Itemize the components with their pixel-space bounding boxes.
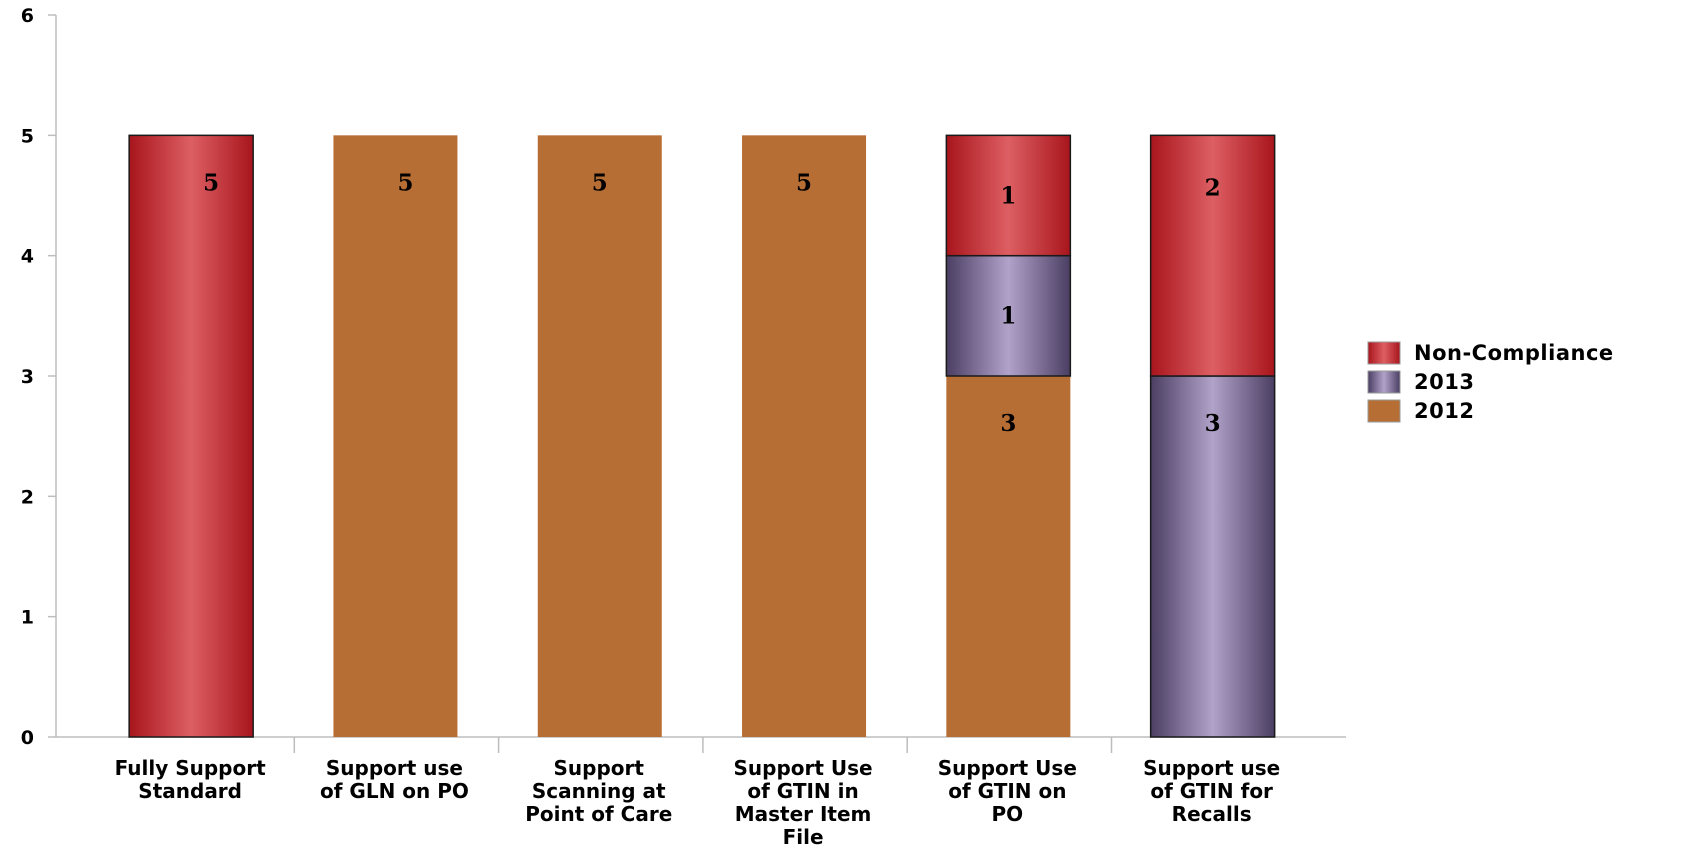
data-label: 1 (1000, 182, 1016, 209)
category-labels: Fully Support Standard Support use of GLN o… (115, 756, 1281, 845)
axes: 0 1 2 3 4 5 6 (21, 5, 1346, 753)
bar-segment-2012 (537, 135, 662, 738)
y-tick-label: 3 (21, 366, 34, 388)
legend: Non-Compliance 2013 2012 (1367, 341, 1614, 423)
bar-segment-non-compliance (128, 134, 254, 738)
y-tick-label: 1 (21, 607, 34, 629)
y-tick-label: 6 (21, 5, 34, 27)
data-labels: 5 5 5 5 3 1 1 3 2 (203, 169, 1221, 437)
data-label: 5 (592, 169, 608, 196)
legend-swatch-2012 (1367, 399, 1401, 423)
data-label: 3 (1000, 410, 1016, 437)
data-label: 5 (203, 169, 219, 196)
data-label: 5 (397, 169, 413, 196)
category-label: Support Use of GTIN in Master Item File (733, 756, 872, 845)
category-label: Support Use of GTIN on PO (938, 756, 1077, 826)
bar-segment-non-compliance (945, 134, 1072, 257)
bars (128, 134, 1276, 738)
y-tick-label: 5 (21, 125, 34, 147)
data-label: 2 (1205, 174, 1221, 201)
y-tick-label: 2 (21, 486, 34, 508)
category-label: Support use of GLN on PO (320, 756, 469, 803)
bar-segment-2013 (945, 254, 1072, 377)
legend-swatch-2013 (1367, 370, 1401, 394)
data-label: 3 (1205, 410, 1221, 437)
category-label: Fully Support Standard (115, 756, 266, 803)
legend-label: Non-Compliance (1414, 341, 1614, 365)
category-label: Support Scanning at Point of Care (525, 756, 672, 826)
bar-segment-2012 (946, 376, 1071, 737)
legend-label: 2013 (1414, 370, 1474, 394)
bar-segment-2012 (333, 135, 458, 738)
bar-segment-2012 (742, 135, 867, 738)
bar-segment-non-compliance (1149, 134, 1276, 377)
bar-segment-2013 (1149, 375, 1276, 738)
y-tick-label: 4 (21, 246, 34, 268)
legend-label: 2012 (1414, 399, 1474, 423)
data-label: 5 (796, 169, 812, 196)
category-label: Support use of GTIN for Recalls (1143, 756, 1280, 826)
y-tick-label: 0 (21, 727, 34, 749)
data-label: 1 (1000, 303, 1016, 330)
legend-swatch-non-compliance (1367, 341, 1401, 365)
